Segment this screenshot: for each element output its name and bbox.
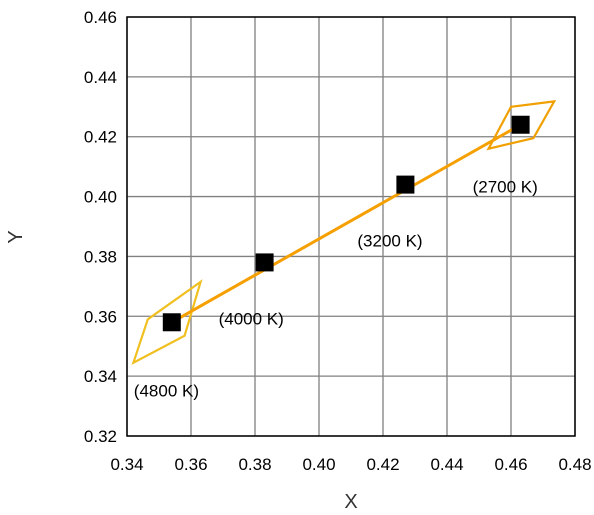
plot-area-frame [126, 16, 576, 437]
series-line [171, 123, 522, 324]
x-tick-label: 0.36 [174, 455, 207, 474]
x-tick-labels: 0.34 0.36 0.38 0.40 0.42 0.44 0.46 0.48 [110, 455, 591, 474]
x-tick-label: 0.42 [366, 455, 399, 474]
y-tick-label: 0.42 [84, 128, 117, 147]
grid-lines [126, 16, 576, 437]
data-point-marker [162, 313, 181, 332]
y-tick-label: 0.46 [84, 8, 117, 27]
point-label: (4800 K) [134, 381, 199, 400]
tolerance-quadrangle [486, 100, 557, 151]
y-tick-label: 0.36 [84, 307, 117, 326]
point-label: (4000 K) [219, 309, 284, 328]
x-tick-label: 0.48 [558, 455, 591, 474]
data-point-marker [511, 115, 530, 134]
x-tick-label: 0.40 [302, 455, 335, 474]
data-markers [162, 115, 530, 332]
y-tick-labels: 0.32 0.34 0.36 0.38 0.40 0.42 0.44 0.46 [84, 8, 117, 446]
y-tick-label: 0.44 [84, 68, 117, 87]
data-point-marker [396, 175, 415, 194]
tolerance-quadrangles [131, 100, 557, 365]
x-tick-label: 0.34 [110, 455, 143, 474]
x-tick-label: 0.44 [430, 455, 463, 474]
point-label: (3200 K) [357, 232, 422, 251]
x-axis-title: X [344, 491, 357, 513]
y-tick-label: 0.32 [84, 427, 117, 446]
y-tick-label: 0.34 [84, 367, 117, 386]
point-labels: (4800 K) (4000 K) (3200 K) (2700 K) [134, 178, 538, 401]
y-tick-label: 0.40 [84, 188, 117, 207]
x-tick-label: 0.38 [238, 455, 271, 474]
x-tick-label: 0.46 [494, 455, 527, 474]
point-label: (2700 K) [473, 178, 538, 197]
y-tick-label: 0.38 [84, 247, 117, 266]
tolerance-quadrangle [131, 279, 203, 365]
series-line [171, 123, 522, 324]
data-point-marker [255, 253, 274, 272]
y-axis-title: Y [5, 230, 27, 243]
